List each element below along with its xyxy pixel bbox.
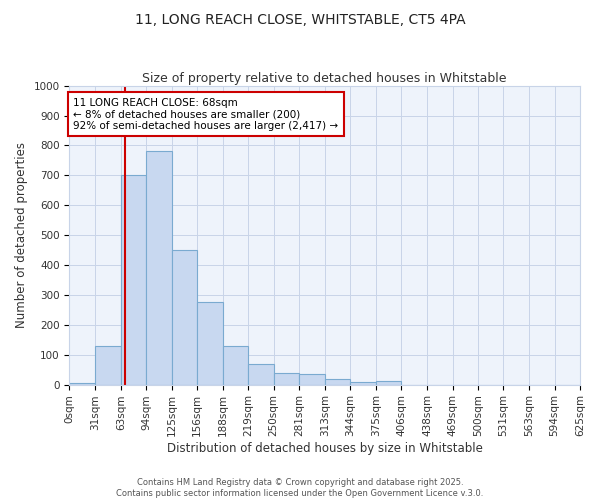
Bar <box>274 372 299 384</box>
Bar <box>223 346 248 385</box>
Text: 11, LONG REACH CLOSE, WHITSTABLE, CT5 4PA: 11, LONG REACH CLOSE, WHITSTABLE, CT5 4P… <box>134 12 466 26</box>
Bar <box>350 382 376 384</box>
Y-axis label: Number of detached properties: Number of detached properties <box>15 142 28 328</box>
X-axis label: Distribution of detached houses by size in Whitstable: Distribution of detached houses by size … <box>167 442 482 455</box>
Text: 11 LONG REACH CLOSE: 68sqm
← 8% of detached houses are smaller (200)
92% of semi: 11 LONG REACH CLOSE: 68sqm ← 8% of detac… <box>73 98 338 131</box>
Bar <box>146 152 172 384</box>
Title: Size of property relative to detached houses in Whitstable: Size of property relative to detached ho… <box>142 72 507 85</box>
Bar <box>70 383 95 384</box>
Bar <box>325 378 350 384</box>
Bar <box>172 250 197 384</box>
Bar <box>95 346 121 385</box>
Bar <box>248 364 274 384</box>
Text: Contains HM Land Registry data © Crown copyright and database right 2025.
Contai: Contains HM Land Registry data © Crown c… <box>116 478 484 498</box>
Bar <box>376 381 401 384</box>
Bar <box>121 176 146 384</box>
Bar <box>197 302 223 384</box>
Bar <box>299 374 325 384</box>
